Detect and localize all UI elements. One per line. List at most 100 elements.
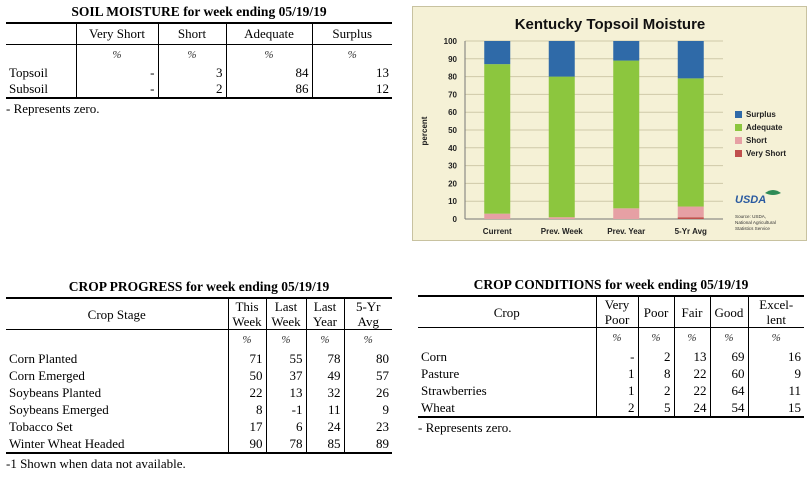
- bar-segment-adequate: [613, 60, 640, 209]
- cell: 1: [595, 365, 638, 382]
- table-row: Winter Wheat Headed 90 78 85 89: [6, 435, 392, 453]
- legend-swatch: [735, 137, 742, 144]
- row-label: Topsoil: [9, 64, 48, 80]
- row-label: Tobacco Set: [9, 418, 73, 434]
- soil-moisture-title: SOIL MOISTURE for week ending 05/19/19: [71, 4, 327, 19]
- cell: 78: [265, 435, 306, 453]
- cell: 8: [227, 401, 266, 418]
- chart-svg: Kentucky Topsoil Moisture 0 10 20 30 40 50 60 70…: [420, 16, 786, 236]
- unit-label: %: [343, 329, 392, 350]
- unit-label: %: [265, 329, 306, 350]
- cell: -: [75, 80, 158, 98]
- table-row: Corn Planted 71 55 78 80: [6, 350, 392, 367]
- unit-label: %: [311, 44, 392, 65]
- cell: 49: [305, 367, 344, 384]
- cell: 12: [311, 80, 392, 98]
- x-tick-label: Current: [483, 227, 512, 236]
- unit-label: %: [75, 44, 158, 65]
- cell: 89: [343, 435, 392, 453]
- col-header: Fair: [673, 296, 710, 328]
- table-row: Wheat 2 5 24 54 15: [418, 399, 804, 417]
- unit-label: %: [709, 327, 748, 348]
- source-text: Source: USDA,: [735, 214, 766, 219]
- source-text: National Agricultural: [735, 220, 776, 225]
- y-tick-label: 90: [448, 55, 457, 64]
- cell: 2: [637, 348, 674, 365]
- soil-moisture-section: SOIL MOISTURE for week ending 05/19/19 V…: [6, 4, 392, 117]
- bar-segment-very-short: [677, 217, 704, 219]
- table-row: Tobacco Set 17 6 24 23: [6, 418, 392, 435]
- unit-label: %: [637, 327, 674, 348]
- y-tick-label: 100: [444, 37, 458, 46]
- cell: 17: [227, 418, 266, 435]
- cell: 78: [305, 350, 344, 367]
- col-header: This Week: [227, 298, 266, 330]
- table-row: Corn -2 13 69 16: [418, 348, 804, 365]
- cell: 16: [747, 348, 804, 365]
- col-header: Last Year: [305, 298, 344, 330]
- cell: 22: [673, 365, 710, 382]
- col-header: Crop Stage: [87, 306, 146, 322]
- cell: 13: [265, 384, 306, 401]
- unit-label: %: [225, 44, 312, 65]
- y-tick-label: 0: [453, 215, 458, 224]
- col-header: Very Short: [75, 23, 158, 44]
- crop-progress-table: Crop Stage This Week Last Week Last Year 5-…: [6, 297, 392, 454]
- col-header: Crop: [493, 304, 520, 320]
- bar-segment-short: [548, 217, 575, 219]
- col-header: Poor: [637, 296, 674, 328]
- cell: -: [595, 348, 638, 365]
- table-row: Topsoil - 3 84 13: [6, 64, 392, 81]
- legend-swatch: [735, 150, 742, 157]
- cell: 11: [747, 382, 804, 399]
- cell: 13: [673, 348, 710, 365]
- unit-label: %: [157, 44, 226, 65]
- row-label: Corn Emerged: [9, 367, 85, 383]
- unit-label: %: [747, 327, 804, 348]
- y-tick-label: 40: [448, 144, 457, 153]
- bar-segment-surplus: [548, 41, 575, 77]
- chart-title: Kentucky Topsoil Moisture: [515, 16, 706, 33]
- cell: 3: [157, 64, 226, 81]
- cell: 90: [227, 435, 266, 453]
- cell: 2: [157, 80, 226, 98]
- row-label: Winter Wheat Headed: [9, 435, 125, 451]
- legend-label: Very Short: [746, 149, 786, 158]
- bar-segment-short: [613, 208, 640, 219]
- source-text: Statistics Service: [735, 226, 770, 231]
- col-header: Last Week: [265, 298, 306, 330]
- row-label: Corn Planted: [9, 350, 78, 366]
- bar-segment-adequate: [484, 64, 511, 214]
- cell: -1: [265, 401, 306, 418]
- cell: -: [75, 64, 158, 81]
- unit-label: %: [305, 329, 344, 350]
- y-tick-label: 70: [448, 90, 457, 99]
- cell: 71: [227, 350, 266, 367]
- bar-segment-adequate: [548, 76, 575, 218]
- col-header: Short: [157, 23, 226, 44]
- y-tick-label: 20: [448, 179, 457, 188]
- cell: 8: [637, 365, 674, 382]
- y-tick-label: 50: [448, 126, 457, 135]
- col-header: 5-Yr Avg: [343, 298, 392, 330]
- cell: 80: [343, 350, 392, 367]
- cell: 23: [343, 418, 392, 435]
- unit-label: %: [673, 327, 710, 348]
- crop-progress-rows: Corn Planted 71 55 78 80 Corn Emerged 50 37 49 57…: [6, 350, 392, 453]
- cell: 37: [265, 367, 306, 384]
- table-row: Strawberries 1 2 22 64 11: [418, 382, 804, 399]
- cell: 9: [343, 401, 392, 418]
- cell: 50: [227, 367, 266, 384]
- cell: 60: [709, 365, 748, 382]
- cell: 6: [265, 418, 306, 435]
- bar-segment-surplus: [613, 41, 640, 61]
- table-row: Corn Emerged 50 37 49 57: [6, 367, 392, 384]
- crop-conditions-table: Crop Very Poor Poor Fair Good Excel-lent …: [418, 295, 804, 418]
- row-label: Strawberries: [421, 382, 487, 398]
- row-label: Pasture: [421, 365, 460, 381]
- table-row: Soybeans Planted 22 13 32 26: [6, 384, 392, 401]
- legend-swatch: [735, 111, 742, 118]
- x-tick-label: Prev. Year: [607, 227, 645, 236]
- x-tick-label: 5-Yr Avg: [675, 227, 707, 236]
- y-tick-label: 80: [448, 73, 457, 82]
